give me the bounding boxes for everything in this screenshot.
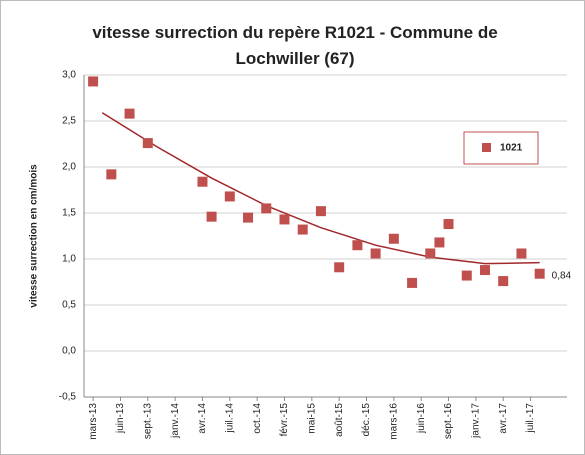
trendline: [101, 112, 540, 265]
point: [407, 277, 418, 288]
x-tick-label: juin-16: [416, 403, 427, 434]
x-tick-label: févr.-15: [279, 403, 290, 437]
y-tick-label: 0,0: [62, 346, 76, 357]
point: [197, 176, 208, 187]
y-tick-label: 2,5: [62, 116, 76, 127]
point: [370, 248, 381, 259]
x-tick-label: juil.-14: [224, 403, 235, 434]
x-tick-label: sept.-16: [443, 403, 454, 440]
point: [224, 191, 235, 202]
point: [443, 219, 454, 230]
y-tick-label: 2,0: [62, 162, 76, 173]
point: [279, 214, 290, 225]
point: [206, 211, 217, 222]
point: [516, 248, 527, 259]
x-tick-label: déc.-15: [361, 403, 372, 437]
x-tick-label: août-15: [334, 403, 345, 437]
x-tick-label: janv.-17: [471, 403, 482, 439]
x-tick-label: oct.-14: [252, 403, 263, 434]
point: [124, 108, 135, 119]
point: [352, 240, 363, 251]
point: [388, 233, 399, 244]
chart-title: vitesse surrection du repère R1021 - Com…: [92, 23, 498, 68]
x-tick-label: avr.-17: [498, 403, 509, 434]
point: [534, 268, 545, 279]
point: [461, 270, 472, 281]
point: [425, 248, 436, 259]
point: [142, 138, 153, 149]
data-label: 0,84: [552, 270, 572, 281]
point: [498, 276, 509, 287]
point: [334, 262, 345, 273]
x-tick-label: avr.-14: [197, 403, 208, 434]
x-tick-label: mars-16: [388, 403, 399, 440]
point: [479, 265, 490, 276]
x-tick-label: juil.-17: [525, 403, 536, 434]
x-tick-label: janv.-14: [170, 403, 181, 439]
point: [434, 237, 445, 248]
y-tick-label: 0,5: [62, 300, 76, 311]
y-tick-label: 3,0: [62, 70, 76, 81]
point: [106, 169, 117, 180]
y-axis-label: vitesse surrection en cm/mois: [29, 164, 40, 308]
legend-box: [463, 131, 539, 165]
legend-label: 1021: [500, 143, 523, 154]
y-tick-label: 1,0: [62, 254, 76, 265]
x-tick-label: juin-13: [115, 403, 126, 434]
x-tick-label: mai-15: [306, 403, 317, 434]
point: [88, 76, 99, 87]
x-tick-label: sept.-13: [142, 403, 153, 440]
y-tick-label: 1,5: [62, 208, 76, 219]
point: [261, 203, 272, 214]
point: [243, 212, 254, 223]
y-tick-label: -0,5: [59, 392, 77, 403]
point: [297, 224, 308, 235]
legend-marker: [482, 143, 491, 152]
point: [315, 206, 326, 217]
x-tick-label: mars-13: [88, 403, 99, 440]
